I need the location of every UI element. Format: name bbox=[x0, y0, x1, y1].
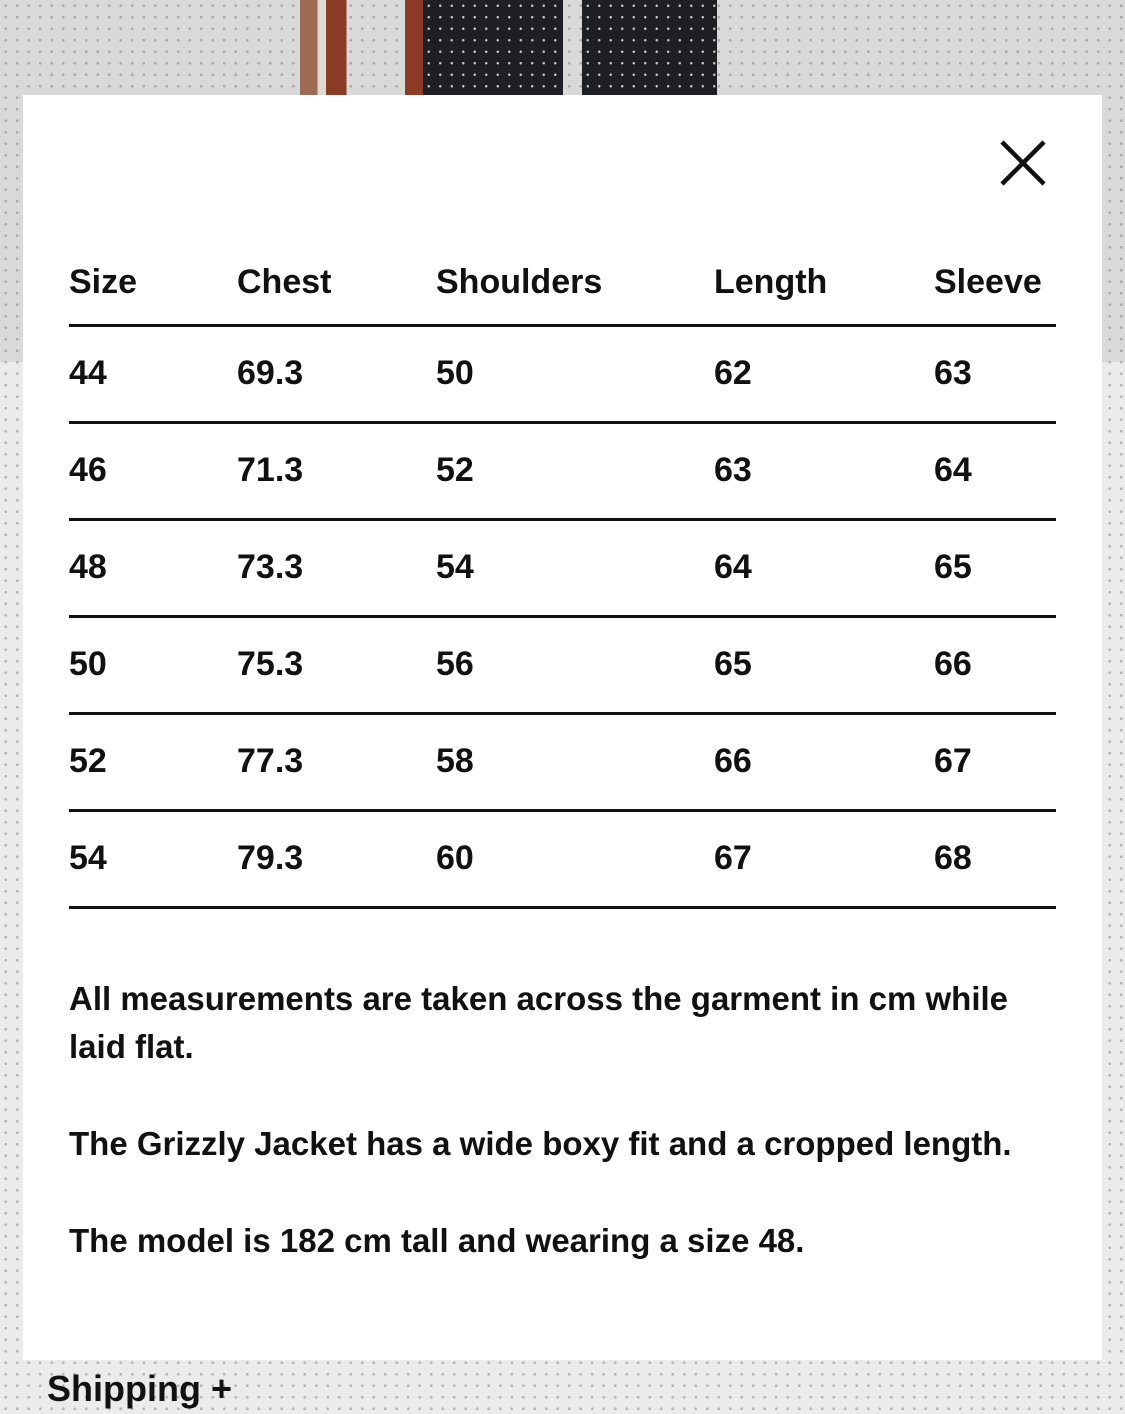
cell-shoulders: 58 bbox=[436, 713, 714, 812]
size-notes: All measurements are taken across the ga… bbox=[69, 975, 1049, 1314]
cell-shoulders: 56 bbox=[436, 616, 714, 715]
table-row: 48 73.3 54 64 65 bbox=[69, 519, 1056, 618]
cell-shoulders: 50 bbox=[436, 325, 714, 424]
cell-size: 52 bbox=[69, 713, 237, 812]
cell-sleeve: 64 bbox=[934, 422, 1056, 521]
garment-strap bbox=[405, 0, 423, 95]
close-button[interactable] bbox=[998, 138, 1048, 188]
cell-size: 46 bbox=[69, 422, 237, 521]
header-shoulders: Shoulders bbox=[436, 235, 714, 327]
cell-length: 64 bbox=[714, 519, 934, 618]
size-guide-modal: Size Chest Shoulders Length Sleeve 44 69.… bbox=[23, 95, 1102, 1360]
cell-chest: 79.3 bbox=[237, 810, 436, 909]
cell-length: 62 bbox=[714, 325, 934, 424]
cell-chest: 69.3 bbox=[237, 325, 436, 424]
cell-size: 48 bbox=[69, 519, 237, 618]
table-row: 52 77.3 58 66 67 bbox=[69, 713, 1056, 812]
cell-length: 66 bbox=[714, 713, 934, 812]
fit-note: The Grizzly Jacket has a wide boxy fit a… bbox=[69, 1125, 1012, 1162]
close-x-icon bbox=[1000, 140, 1046, 186]
cell-length: 67 bbox=[714, 810, 934, 909]
measurement-note: All measurements are taken across the ga… bbox=[69, 980, 1009, 1065]
cell-sleeve: 63 bbox=[934, 325, 1056, 424]
table-header-row: Size Chest Shoulders Length Sleeve bbox=[69, 235, 1056, 327]
garment-leg bbox=[582, 0, 717, 95]
size-table: Size Chest Shoulders Length Sleeve 44 69.… bbox=[69, 235, 1056, 909]
cell-sleeve: 66 bbox=[934, 616, 1056, 715]
cell-sleeve: 68 bbox=[934, 810, 1056, 909]
cell-length: 63 bbox=[714, 422, 934, 521]
cell-sleeve: 67 bbox=[934, 713, 1056, 812]
cell-chest: 73.3 bbox=[237, 519, 436, 618]
cell-shoulders: 60 bbox=[436, 810, 714, 909]
header-sleeve: Sleeve bbox=[934, 235, 1056, 327]
cell-length: 65 bbox=[714, 616, 934, 715]
cell-chest: 77.3 bbox=[237, 713, 436, 812]
cell-size: 50 bbox=[69, 616, 237, 715]
header-length: Length bbox=[714, 235, 934, 327]
cell-shoulders: 52 bbox=[436, 422, 714, 521]
cell-chest: 75.3 bbox=[237, 616, 436, 715]
garment-strap bbox=[300, 0, 358, 95]
cell-size: 44 bbox=[69, 325, 237, 424]
table-row: 46 71.3 52 63 64 bbox=[69, 422, 1056, 521]
table-row: 54 79.3 60 67 68 bbox=[69, 810, 1056, 909]
table-row: 50 75.3 56 65 66 bbox=[69, 616, 1056, 715]
cell-shoulders: 54 bbox=[436, 519, 714, 618]
cell-sleeve: 65 bbox=[934, 519, 1056, 618]
shipping-accordion-toggle[interactable]: Shipping + bbox=[47, 1368, 232, 1409]
garment-leg bbox=[423, 0, 563, 95]
header-chest: Chest bbox=[237, 235, 436, 327]
model-note: The model is 182 cm tall and wearing a s… bbox=[69, 1222, 805, 1259]
cell-chest: 71.3 bbox=[237, 422, 436, 521]
header-size: Size bbox=[69, 235, 237, 327]
table-row: 44 69.3 50 62 63 bbox=[69, 325, 1056, 424]
cell-size: 54 bbox=[69, 810, 237, 909]
